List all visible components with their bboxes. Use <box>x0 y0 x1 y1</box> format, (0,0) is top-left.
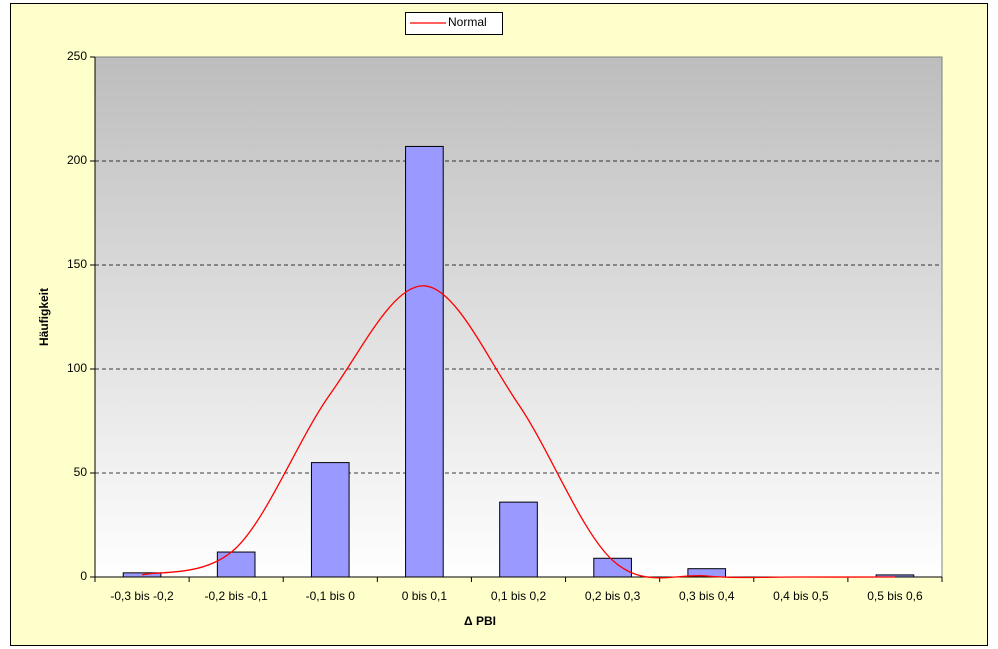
x-tick-label: 0,3 bis 0,4 <box>679 589 735 603</box>
y-tick-label: 200 <box>67 153 87 167</box>
y-tick-label: 150 <box>67 257 87 271</box>
x-tick-label: -0,2 bis -0,1 <box>204 589 268 603</box>
normal-curve <box>141 285 895 579</box>
x-tick-label: -0,1 bis 0 <box>306 589 356 603</box>
bar <box>216 551 256 578</box>
bar <box>310 462 350 578</box>
x-tick-label: 0 bis 0,1 <box>402 589 448 603</box>
plot-area <box>94 56 943 578</box>
y-tick-label: 250 <box>67 49 87 63</box>
y-tick-label: 0 <box>80 569 87 583</box>
legend-label: Normal <box>448 15 487 29</box>
x-axis-label: Δ PBI <box>464 614 496 628</box>
bar <box>687 568 727 578</box>
x-tick-label: 0,5 bis 0,6 <box>867 589 923 603</box>
x-tick-label: 0,2 bis 0,3 <box>585 589 641 603</box>
y-axis-label: Häufigkeit <box>37 288 51 346</box>
legend: Normal <box>405 12 503 35</box>
bar <box>122 572 162 578</box>
bar <box>593 557 632 578</box>
legend-box <box>405 12 503 35</box>
y-tick-label: 50 <box>74 465 88 479</box>
x-tick-label: 0,1 bis 0,2 <box>491 589 547 603</box>
bar <box>405 145 444 578</box>
y-tick-label: 100 <box>67 361 87 375</box>
x-tick-label: 0,4 bis 0,5 <box>773 589 829 603</box>
bar <box>499 501 538 578</box>
x-tick-label: -0,3 bis -0,2 <box>110 589 174 603</box>
